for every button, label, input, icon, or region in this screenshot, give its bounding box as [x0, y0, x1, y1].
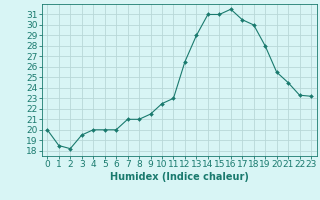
- X-axis label: Humidex (Indice chaleur): Humidex (Indice chaleur): [110, 172, 249, 182]
